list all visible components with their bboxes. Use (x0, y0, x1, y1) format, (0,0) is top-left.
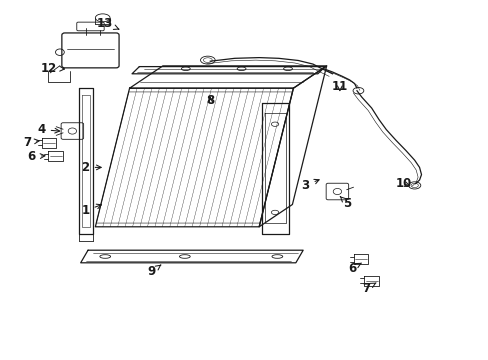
Text: 6: 6 (347, 262, 361, 275)
Text: 1: 1 (81, 204, 101, 217)
Text: 3: 3 (301, 179, 319, 192)
Text: 5: 5 (340, 197, 350, 210)
Text: 6: 6 (28, 150, 45, 163)
Text: 11: 11 (331, 80, 347, 93)
Text: 7: 7 (23, 136, 39, 149)
Text: 10: 10 (394, 177, 411, 190)
Text: 13: 13 (97, 17, 119, 30)
Text: 7: 7 (362, 282, 375, 294)
Text: 4: 4 (38, 123, 60, 136)
Text: 8: 8 (206, 94, 214, 107)
Text: 12: 12 (41, 62, 64, 75)
Text: 9: 9 (147, 265, 161, 278)
Text: 2: 2 (81, 161, 101, 174)
